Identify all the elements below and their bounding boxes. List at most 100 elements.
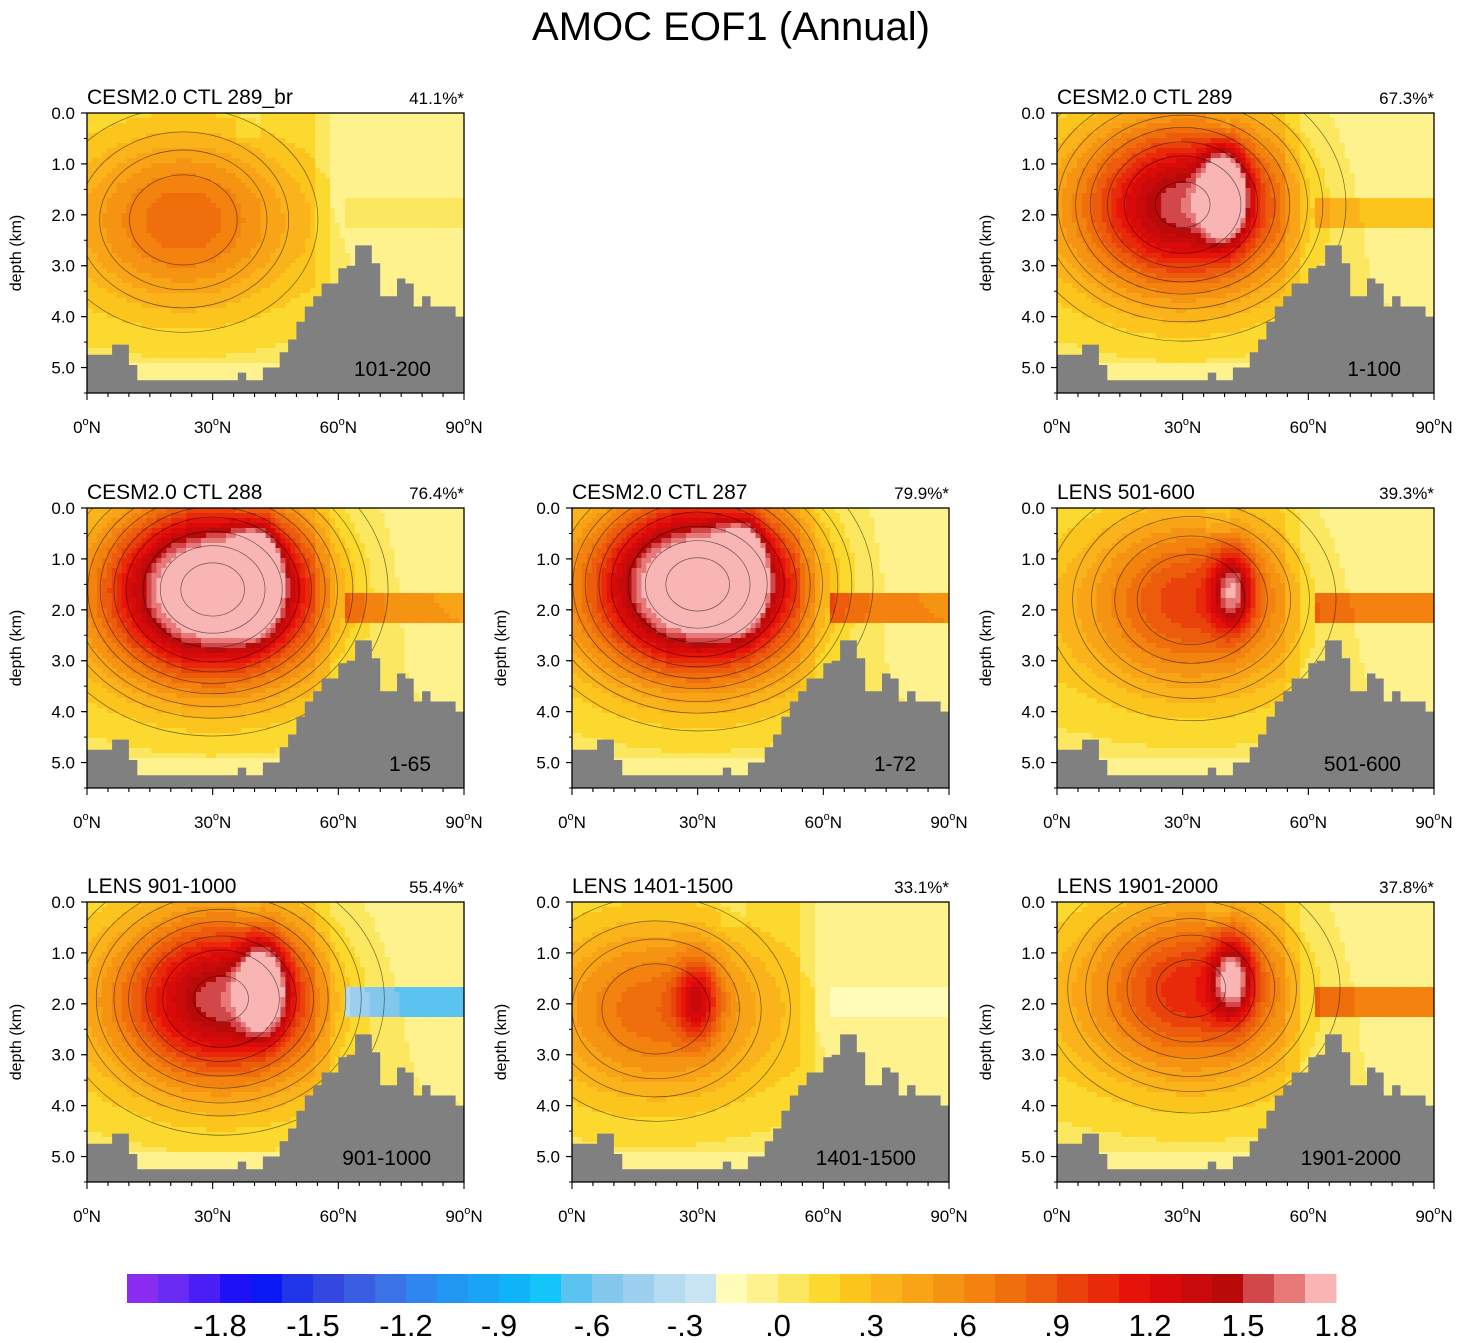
y-tick-label: 5.0 <box>1021 1148 1045 1167</box>
y-axis: 0.0 1.0 2.0 3.0 4.0 5.0 depth (km) <box>8 893 87 1183</box>
x-tick-label: 60oN <box>1290 811 1327 832</box>
explained-variance: 67.3%* <box>1379 89 1434 108</box>
x-tick-label: 30oN <box>679 1205 716 1226</box>
x-axis: 0oN 30oN 60oN 90oN <box>73 393 483 437</box>
y-tick-label: 3.0 <box>536 1046 560 1065</box>
y-axis-label: depth (km) <box>8 215 25 291</box>
colorbar-swatch <box>747 1274 779 1303</box>
colorbar-swatch <box>1305 1274 1337 1303</box>
x-tick-label: 60oN <box>805 811 842 832</box>
y-axis: 0.0 1.0 2.0 3.0 4.0 5.0 depth (km) <box>978 499 1057 789</box>
y-tick-label: 4.0 <box>51 703 75 722</box>
y-axis-label: depth (km) <box>493 610 510 686</box>
y-tick-label: 0.0 <box>1021 893 1045 912</box>
y-tick-label: 1.0 <box>1021 155 1045 174</box>
colorbar-swatch <box>158 1274 190 1303</box>
panel-title: CESM2.0 CTL 289 <box>1057 86 1232 109</box>
y-axis: 0.0 1.0 2.0 3.0 4.0 5.0 depth (km) <box>8 104 87 394</box>
colorbar-swatch <box>623 1274 655 1303</box>
colorbar-swatch <box>468 1274 500 1303</box>
panel: 0.0 1.0 2.0 3.0 4.0 5.0 depth (km) 0oN 30oN 60oN 9… <box>978 481 1453 832</box>
colorbar-swatch <box>871 1274 903 1303</box>
bathymetry <box>1057 640 1434 788</box>
x-tick-label: 0oN <box>558 811 586 832</box>
x-tick-label: 0oN <box>1043 1205 1071 1226</box>
y-tick-label: 2.0 <box>536 995 560 1014</box>
panel: 0.0 1.0 2.0 3.0 4.0 5.0 depth (km) 0oN 30oN 60oN 9… <box>8 86 483 437</box>
x-axis: 0oN 30oN 60oN 90oN <box>1043 1182 1453 1226</box>
y-tick-label: 2.0 <box>1021 995 1045 1014</box>
y-tick-label: 2.0 <box>1021 206 1045 225</box>
x-tick-label: 60oN <box>805 1205 842 1226</box>
contour-field <box>87 902 464 1182</box>
x-tick-label: 60oN <box>320 416 357 437</box>
y-tick-label: 5.0 <box>536 754 560 773</box>
panel: 0.0 1.0 2.0 3.0 4.0 5.0 depth (km) 0oN 30oN 60oN 9… <box>978 875 1453 1226</box>
explained-variance: 33.1%* <box>894 878 949 897</box>
bathymetry <box>572 1034 949 1182</box>
x-tick-label: 30oN <box>194 1205 231 1226</box>
y-tick-label: 0.0 <box>1021 499 1045 518</box>
colorbar-swatch <box>437 1274 469 1303</box>
x-tick-label: 0oN <box>73 1205 101 1226</box>
x-tick-label: 0oN <box>73 811 101 832</box>
explained-variance: 39.3%* <box>1379 484 1434 503</box>
y-tick-label: 5.0 <box>536 1148 560 1167</box>
year-range-label: 1901-2000 <box>1301 1147 1401 1170</box>
y-tick-label: 3.0 <box>51 257 75 276</box>
colorbar-swatch <box>592 1274 624 1303</box>
y-tick-label: 0.0 <box>51 104 75 123</box>
colorbar-swatch <box>1026 1274 1058 1303</box>
y-tick-label: 1.0 <box>536 550 560 569</box>
panel-title: CESM2.0 CTL 288 <box>87 481 262 504</box>
explained-variance: 76.4%* <box>409 484 464 503</box>
colorbar-swatch <box>530 1274 562 1303</box>
y-tick-label: 2.0 <box>51 601 75 620</box>
year-range-label: 901-1000 <box>342 1147 431 1170</box>
y-tick-label: 5.0 <box>51 754 75 773</box>
x-axis: 0oN 30oN 60oN 90oN <box>558 1182 968 1226</box>
y-tick-label: 2.0 <box>51 995 75 1014</box>
colorbar-swatch <box>1181 1274 1213 1303</box>
panel-title: LENS 1401-1500 <box>572 875 733 898</box>
y-axis: 0.0 1.0 2.0 3.0 4.0 5.0 depth (km) <box>493 499 572 789</box>
colorbar-swatch <box>313 1274 345 1303</box>
y-tick-label: 0.0 <box>1021 104 1045 123</box>
y-axis: 0.0 1.0 2.0 3.0 4.0 5.0 depth (km) <box>493 893 572 1183</box>
y-tick-label: 0.0 <box>536 893 560 912</box>
contour-field <box>87 508 464 788</box>
colorbar-swatch <box>778 1274 810 1303</box>
explained-variance: 79.9%* <box>894 484 949 503</box>
colorbar-swatch <box>406 1274 438 1303</box>
panel-title: CESM2.0 CTL 289_br <box>87 86 293 109</box>
x-tick-label: 0oN <box>1043 416 1071 437</box>
x-tick-label: 0oN <box>1043 811 1071 832</box>
x-tick-label: 30oN <box>1164 1205 1201 1226</box>
y-tick-label: 4.0 <box>51 308 75 327</box>
y-tick-label: 1.0 <box>51 944 75 963</box>
bathymetry <box>572 640 949 788</box>
y-tick-label: 4.0 <box>1021 1097 1045 1116</box>
x-tick-label: 90oN <box>445 416 482 437</box>
y-tick-label: 2.0 <box>536 601 560 620</box>
colorbar-swatch <box>251 1274 283 1303</box>
y-tick-label: 5.0 <box>1021 359 1045 378</box>
colorbar-label: .0 <box>765 1308 791 1343</box>
x-axis: 0oN 30oN 60oN 90oN <box>73 788 483 832</box>
x-tick-label: 30oN <box>194 811 231 832</box>
colorbar-swatch <box>685 1274 717 1303</box>
year-range-label: 101-200 <box>354 358 431 381</box>
bathymetry <box>87 1034 464 1182</box>
panel: 0.0 1.0 2.0 3.0 4.0 5.0 depth (km) 0oN 30oN 60oN 9… <box>978 86 1453 437</box>
contour-field <box>572 508 949 788</box>
y-axis-label: depth (km) <box>8 1004 25 1080</box>
colorbar-swatch <box>282 1274 314 1303</box>
colorbar-label: .9 <box>1044 1308 1070 1343</box>
colorbar-swatch <box>1243 1274 1275 1303</box>
y-axis-label: depth (km) <box>493 1004 510 1080</box>
colorbar-label: .3 <box>858 1308 884 1343</box>
y-tick-label: 3.0 <box>51 1046 75 1065</box>
y-axis-label: depth (km) <box>8 610 25 686</box>
explained-variance: 37.8%* <box>1379 878 1434 897</box>
y-tick-label: 0.0 <box>51 893 75 912</box>
